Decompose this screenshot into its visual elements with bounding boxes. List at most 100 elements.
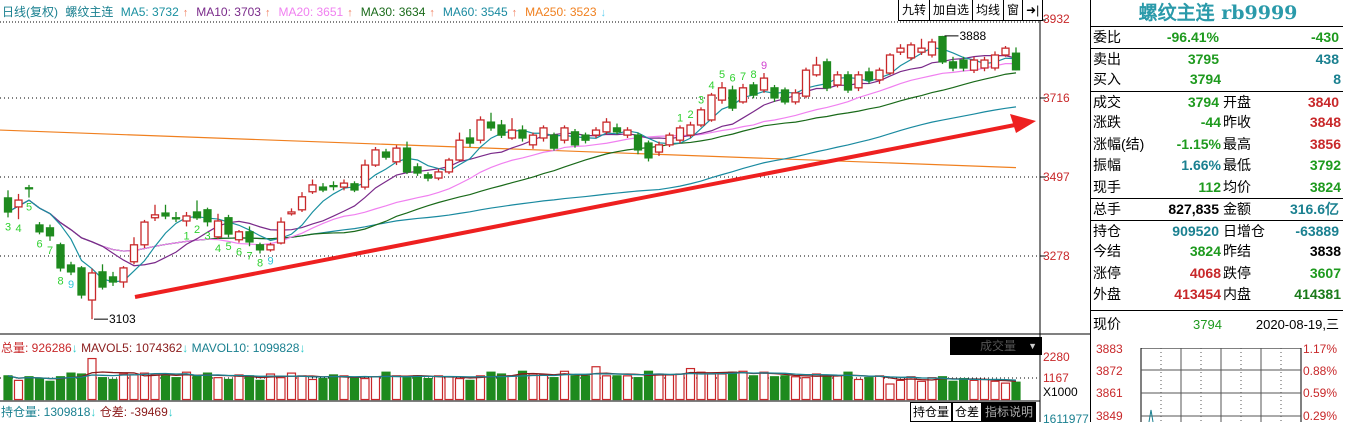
quote-value: 4068 xyxy=(1189,264,1221,281)
symbol-name: 螺纹主连 xyxy=(65,5,114,19)
volume-bar xyxy=(790,376,801,401)
oi-diff-button[interactable]: 仓差 xyxy=(952,402,983,422)
volume-bar xyxy=(276,377,286,401)
volume-bar xyxy=(349,377,360,401)
candle-body xyxy=(717,87,727,101)
candle-body xyxy=(549,134,559,149)
quote-row: 现手 112 均价 3824 xyxy=(1091,177,1345,199)
volume-bar xyxy=(475,375,486,401)
candle-body xyxy=(749,84,758,96)
candle-body xyxy=(917,47,926,53)
volume-bar xyxy=(822,375,832,401)
oi-diff: 仓差: -39469 xyxy=(99,405,168,419)
volume-bar xyxy=(318,377,328,401)
td-count-label: 6 xyxy=(236,247,242,259)
candle-body xyxy=(371,149,380,166)
add-watchlist-button[interactable]: 加自选 xyxy=(929,0,972,20)
candle-body xyxy=(203,209,212,223)
volume-bar xyxy=(559,370,570,401)
nine-turn-button[interactable]: 九转 xyxy=(898,0,929,20)
candle-body xyxy=(24,187,34,190)
td-count-label: 5 xyxy=(226,241,232,253)
candle-body xyxy=(45,227,55,237)
volume-bar xyxy=(517,370,528,401)
ma-legend-item: MA60: 3545 ↑ xyxy=(443,5,521,19)
indicator-selector[interactable]: 成交量 ▼ xyxy=(950,337,1042,355)
candle-body xyxy=(287,211,296,215)
volume-bar xyxy=(948,380,958,401)
volume-bar xyxy=(591,366,601,401)
volume-bar xyxy=(465,379,475,401)
mini-pct-tick: 1.17% xyxy=(1303,342,1338,356)
open-interest: 持仓量: 1309818 xyxy=(1,405,91,419)
candle-body xyxy=(938,35,947,63)
intraday-mini-chart[interactable]: 3883 3872 3861 3849 1.17% 0.88% 0.59% 0.… xyxy=(1091,342,1345,423)
volume-bar xyxy=(906,376,916,401)
candle-body xyxy=(14,199,23,208)
oi-button[interactable]: 持仓量 xyxy=(910,402,953,422)
total-volume: 总量: 926286 xyxy=(1,341,72,355)
ma-value: MA30: 3634 xyxy=(360,5,426,19)
candle-body xyxy=(339,182,349,188)
quote-value: 3794 xyxy=(1187,93,1219,110)
quote-value: 909520 xyxy=(1172,222,1219,239)
quote-label: 成交 xyxy=(1093,93,1121,110)
volume-bar xyxy=(87,357,97,401)
candle-body xyxy=(402,147,412,173)
candle-body xyxy=(801,69,811,97)
candle-body xyxy=(108,276,118,283)
volume-bar xyxy=(927,377,937,401)
quote-label: 委比 xyxy=(1093,29,1121,45)
td-count-label: 5 xyxy=(719,69,725,81)
quote-value: 438 xyxy=(1315,50,1339,67)
volume-bar xyxy=(360,377,370,401)
quote-label: 现手 xyxy=(1093,178,1121,195)
volume-bar xyxy=(675,373,685,401)
quote-value: 3824 xyxy=(1189,243,1221,259)
vol-y-tick: 2280 xyxy=(1043,350,1070,364)
volume-bar xyxy=(507,375,517,401)
candle-body xyxy=(812,64,821,76)
quote-label: 今结 xyxy=(1093,243,1121,259)
quote-label: 昨结 xyxy=(1223,243,1251,259)
candle-body xyxy=(528,134,538,146)
kline-chart-area[interactable]: 3 4 5 6 7 8 9 1 2 3 4 5 6 7 8 9 1 2 3 4 5 6 7 8 9 3888 3103 日线(复权)… xyxy=(0,0,1090,426)
volume-bar xyxy=(265,373,276,401)
window-button[interactable]: 窗 xyxy=(1003,0,1022,20)
td-count-label: 3 xyxy=(205,230,211,242)
quote-value: 112 xyxy=(1198,178,1221,195)
ma-value: MA250: 3523 xyxy=(525,5,597,19)
volume-bar xyxy=(444,376,454,401)
candle-body xyxy=(308,184,317,193)
candle-body xyxy=(497,124,506,136)
ma-value: MA5: 3732 xyxy=(120,5,179,19)
quote-row: 外盘 413454 内盘 414381 xyxy=(1091,284,1345,306)
quote-value: 3856 xyxy=(1309,135,1341,152)
arrow-up-icon: ↑ xyxy=(429,7,435,19)
quote-row: 卖出 3795 438 xyxy=(1091,47,1343,70)
volume-bar xyxy=(738,370,748,401)
period-label: 日线(复权) xyxy=(2,5,58,19)
volume-bar xyxy=(255,379,265,401)
candle-body xyxy=(381,151,391,158)
td-count-label: 2 xyxy=(194,224,200,236)
quote-label: 振幅 xyxy=(1093,157,1121,173)
volume-bar xyxy=(34,377,45,401)
ma-settings-button[interactable]: 均线 xyxy=(972,0,1003,20)
candle-body xyxy=(948,61,958,69)
volume-bar xyxy=(202,372,213,401)
quote-label: 跌停 xyxy=(1223,264,1251,281)
trend-arrow-line xyxy=(134,123,1016,299)
candle-body xyxy=(770,87,779,99)
quote-value: 3794 xyxy=(1189,71,1221,87)
indicator-help-button[interactable]: 指标说明 xyxy=(982,402,1037,422)
candle-body xyxy=(675,127,685,141)
quote-label: 外盘 xyxy=(1093,286,1121,302)
volume-bar xyxy=(129,374,139,401)
candle-body xyxy=(66,264,76,273)
candle-body xyxy=(318,186,328,191)
candle-body xyxy=(77,267,86,296)
candle-body xyxy=(455,139,464,161)
collapse-panel-icon[interactable]: ➜| xyxy=(1022,0,1044,20)
